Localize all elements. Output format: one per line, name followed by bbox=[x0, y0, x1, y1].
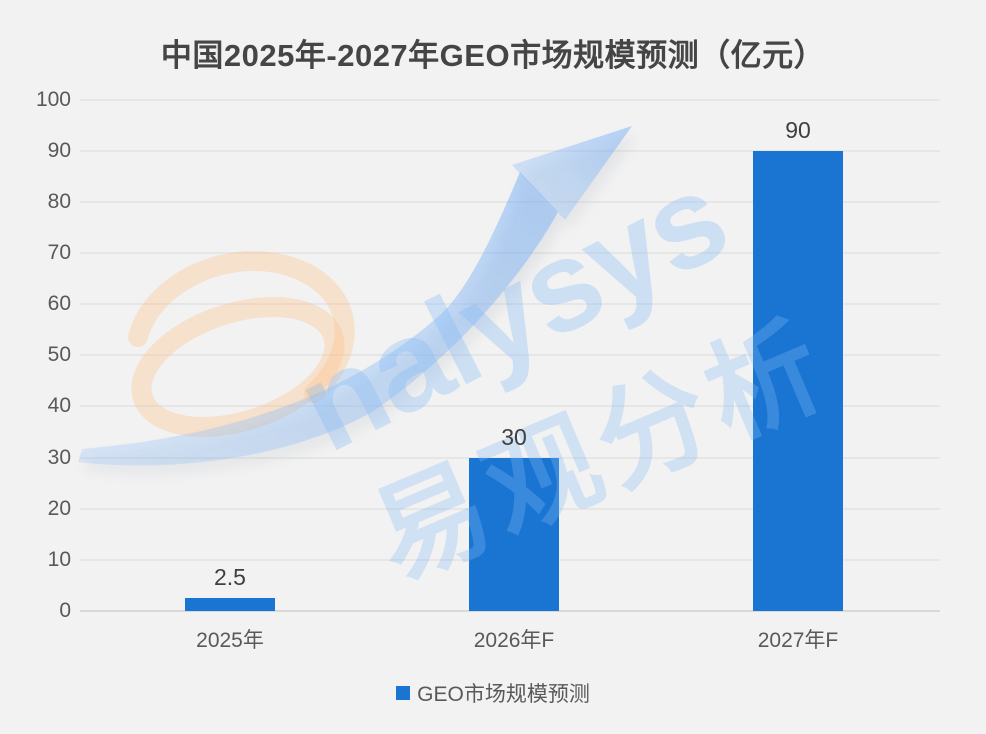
y-axis-tick-label: 50 bbox=[47, 343, 71, 367]
y-axis-tick-label: 60 bbox=[47, 292, 71, 316]
y-axis-tick-label: 40 bbox=[47, 394, 71, 418]
y-axis-tick-label: 10 bbox=[47, 547, 71, 571]
x-axis-tick-label: 2027年F bbox=[757, 629, 839, 652]
legend-marker bbox=[396, 686, 411, 700]
bar-2025年 bbox=[185, 598, 275, 611]
gridline bbox=[80, 149, 940, 152]
analysys-a-swirl-icon bbox=[128, 251, 355, 437]
y-axis-tick-label: 20 bbox=[47, 496, 71, 520]
value-label: 90 bbox=[785, 116, 811, 143]
y-axis-tick-label: 70 bbox=[47, 240, 71, 264]
y-axis-tick-label: 90 bbox=[47, 138, 71, 162]
y-axis-tick-label: 30 bbox=[47, 445, 71, 469]
legend-label: GEO市场规模预测 bbox=[417, 683, 590, 706]
growth-arrow-icon bbox=[78, 126, 632, 466]
x-axis-line bbox=[80, 610, 940, 612]
y-axis-tick-label: 100 bbox=[35, 87, 71, 111]
y-axis-tick-label: 80 bbox=[47, 189, 71, 213]
legend: GEO市场规模预测 bbox=[0, 678, 986, 708]
gridline bbox=[80, 98, 940, 101]
value-label: 2.5 bbox=[214, 564, 246, 591]
x-axis-tick-label: 2026年F bbox=[473, 629, 555, 652]
bar-2027年F bbox=[753, 150, 843, 611]
x-axis-tick-label: 2025年 bbox=[196, 629, 264, 652]
chart-title: 中国2025年-2027年GEO市场规模预测（亿元） bbox=[160, 38, 826, 73]
value-label: 30 bbox=[501, 423, 527, 450]
y-axis-tick-label: 0 bbox=[59, 599, 71, 622]
bar-2026年F bbox=[469, 457, 559, 611]
